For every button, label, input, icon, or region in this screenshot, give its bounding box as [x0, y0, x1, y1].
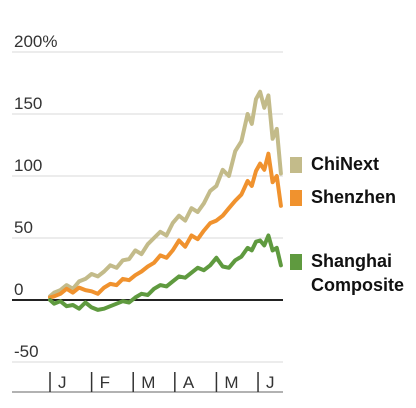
- series-line-chinext: [48, 89, 283, 299]
- x-tick-label: J: [58, 373, 67, 392]
- y-tick-label: 150: [14, 94, 42, 113]
- y-tick-label: 50: [14, 218, 33, 237]
- series-lines: [48, 89, 283, 312]
- x-tick-label: F: [100, 373, 110, 392]
- gridlines: [12, 51, 283, 363]
- y-tick-label: 200%: [14, 32, 57, 51]
- legend-swatch: [290, 190, 302, 206]
- x-tick-label: A: [183, 373, 195, 392]
- y-tick-label: 0: [14, 280, 23, 299]
- legend-label: ChiNext: [311, 154, 379, 174]
- x-tick-label: J: [266, 373, 275, 392]
- series-line-shenzhen: [48, 151, 283, 300]
- x-tick-label: M: [141, 373, 155, 392]
- x-tick-label: M: [224, 373, 238, 392]
- series-line-shanghai-composite: [48, 233, 283, 312]
- y-axis-tick-labels: 200% 150 100 50 0 -50: [14, 32, 57, 361]
- legend-swatch: [290, 157, 302, 173]
- y-tick-label: -50: [14, 342, 39, 361]
- legend-label: Shanghai Composite: [311, 251, 404, 295]
- legend: ChiNext Shenzhen Shanghai Composite: [290, 154, 404, 295]
- y-tick-label: 100: [14, 156, 42, 175]
- legend-label: Shenzhen: [311, 187, 396, 207]
- legend-swatch: [290, 254, 302, 270]
